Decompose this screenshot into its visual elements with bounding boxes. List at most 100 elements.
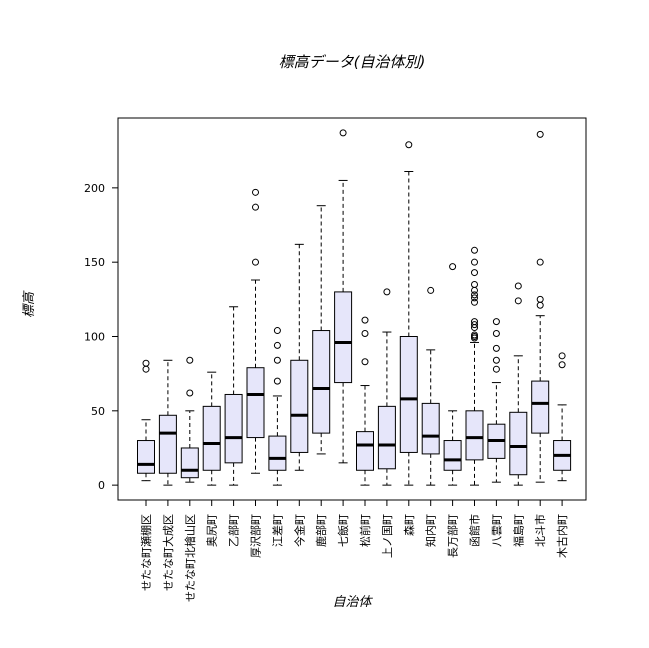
- box-15: [443, 263, 462, 486]
- outlier-point: [361, 358, 369, 366]
- box-4: [202, 371, 221, 486]
- box-iqr: [509, 411, 528, 476]
- outlier-point: [471, 298, 478, 306]
- x-tick-label: 八雲町: [490, 514, 503, 547]
- outlier-point: [492, 365, 500, 373]
- outlier-point: [471, 258, 478, 266]
- x-tick-label: 森町: [402, 514, 416, 536]
- box-17: [487, 318, 506, 483]
- outlier-point: [471, 246, 478, 254]
- outlier-point: [383, 288, 391, 296]
- box-10: [334, 129, 353, 464]
- y-tick-label: 50: [91, 405, 105, 418]
- outlier-point: [273, 341, 281, 349]
- x-tick-label: 江差町: [270, 514, 284, 547]
- y-tick-label: 150: [84, 256, 105, 269]
- x-tick-label: 上ノ国町: [381, 514, 394, 558]
- box-20: [553, 352, 572, 482]
- x-tick-label: 北斗市: [533, 514, 547, 547]
- x-tick-label: 福島町: [511, 514, 525, 547]
- y-tick-label: 100: [84, 330, 105, 343]
- chart-title: 標高データ(自治体別): [279, 53, 426, 71]
- box-2: [158, 359, 177, 486]
- box-19: [531, 130, 550, 483]
- x-axis-label: 自治体: [332, 595, 373, 610]
- x-tick-label: 函館市: [468, 514, 482, 547]
- outlier-point: [471, 291, 478, 299]
- x-axis: せたな町瀬棚区 せたな町大成区 せたな町北檜山区 奥尻町 乙部町 厚沢部町 江差町 今金町 鹿部…: [139, 500, 569, 602]
- box-iqr: [334, 291, 353, 384]
- x-tick-label: せたな町大成区: [161, 514, 175, 591]
- outlier-point: [471, 294, 478, 302]
- outlier-point: [273, 356, 281, 364]
- box-7: [268, 327, 287, 486]
- outlier-point: [361, 330, 369, 338]
- outlier-point: [252, 258, 259, 266]
- box-1: [137, 359, 155, 482]
- box-iqr: [224, 393, 243, 464]
- outlier-point: [492, 318, 500, 326]
- outlier-point: [558, 352, 566, 360]
- outlier-point: [405, 141, 413, 149]
- outlier-point: [471, 286, 478, 294]
- box-14: [421, 286, 440, 486]
- outlier-point: [471, 269, 478, 277]
- outlier-point: [471, 280, 478, 288]
- box-iqr: [465, 410, 484, 461]
- x-tick-label: せたな町北檜山区: [183, 514, 197, 602]
- box-11: [356, 316, 374, 486]
- outlier-point: [471, 318, 478, 326]
- box-18: [509, 282, 528, 486]
- outlier-point: [471, 321, 478, 329]
- box-iqr: [421, 402, 440, 455]
- box-8: [290, 243, 309, 471]
- x-tick-label: 松前町: [358, 514, 372, 547]
- y-tick-label: 200: [84, 182, 105, 195]
- box-iqr: [356, 431, 374, 471]
- outlier-point: [492, 344, 500, 352]
- box-16: [465, 246, 484, 486]
- y-axis-label: 標高: [22, 290, 37, 318]
- boxes-group: [137, 129, 572, 486]
- outlier-point: [492, 356, 500, 364]
- outlier-point: [536, 130, 544, 138]
- outlier-point: [186, 356, 194, 364]
- outlier-point: [536, 295, 544, 303]
- box-iqr: [180, 447, 199, 479]
- box-iqr: [531, 380, 550, 434]
- x-tick-label: 鹿部町: [314, 514, 328, 547]
- x-tick-label: 長万部町: [446, 514, 460, 558]
- y-tick-label: 0: [98, 479, 105, 492]
- box-iqr: [399, 335, 418, 453]
- outlier-point: [142, 359, 150, 367]
- box-12: [377, 288, 396, 486]
- outlier-point: [427, 286, 435, 294]
- x-tick-label: 今金町: [292, 514, 306, 547]
- y-axis: 0 50 100 150 200: [84, 182, 118, 492]
- outlier-point: [449, 263, 457, 271]
- box-iqr: [268, 435, 287, 471]
- box-9: [312, 205, 331, 455]
- box-iqr: [312, 330, 331, 434]
- x-tick-label: 知内町: [424, 514, 438, 547]
- outlier-point: [252, 188, 259, 196]
- outlier-point: [514, 297, 522, 305]
- outlier-point: [339, 129, 347, 137]
- outlier-point: [273, 327, 281, 335]
- box-iqr: [290, 359, 309, 453]
- outlier-point: [514, 282, 522, 290]
- x-tick-label: 乙部町: [227, 514, 241, 547]
- box-iqr: [202, 405, 221, 471]
- box-iqr: [443, 440, 462, 471]
- outlier-point: [536, 301, 544, 309]
- outlier-point: [492, 330, 500, 338]
- outlier-point: [471, 331, 478, 339]
- box-iqr: [137, 440, 155, 474]
- outlier-point: [186, 389, 194, 397]
- box-5: [224, 306, 243, 486]
- box-6: [246, 188, 265, 474]
- x-tick-label: 木古内町: [555, 514, 569, 558]
- x-tick-label: 厚沢部町: [249, 514, 263, 558]
- box-3: [180, 356, 199, 483]
